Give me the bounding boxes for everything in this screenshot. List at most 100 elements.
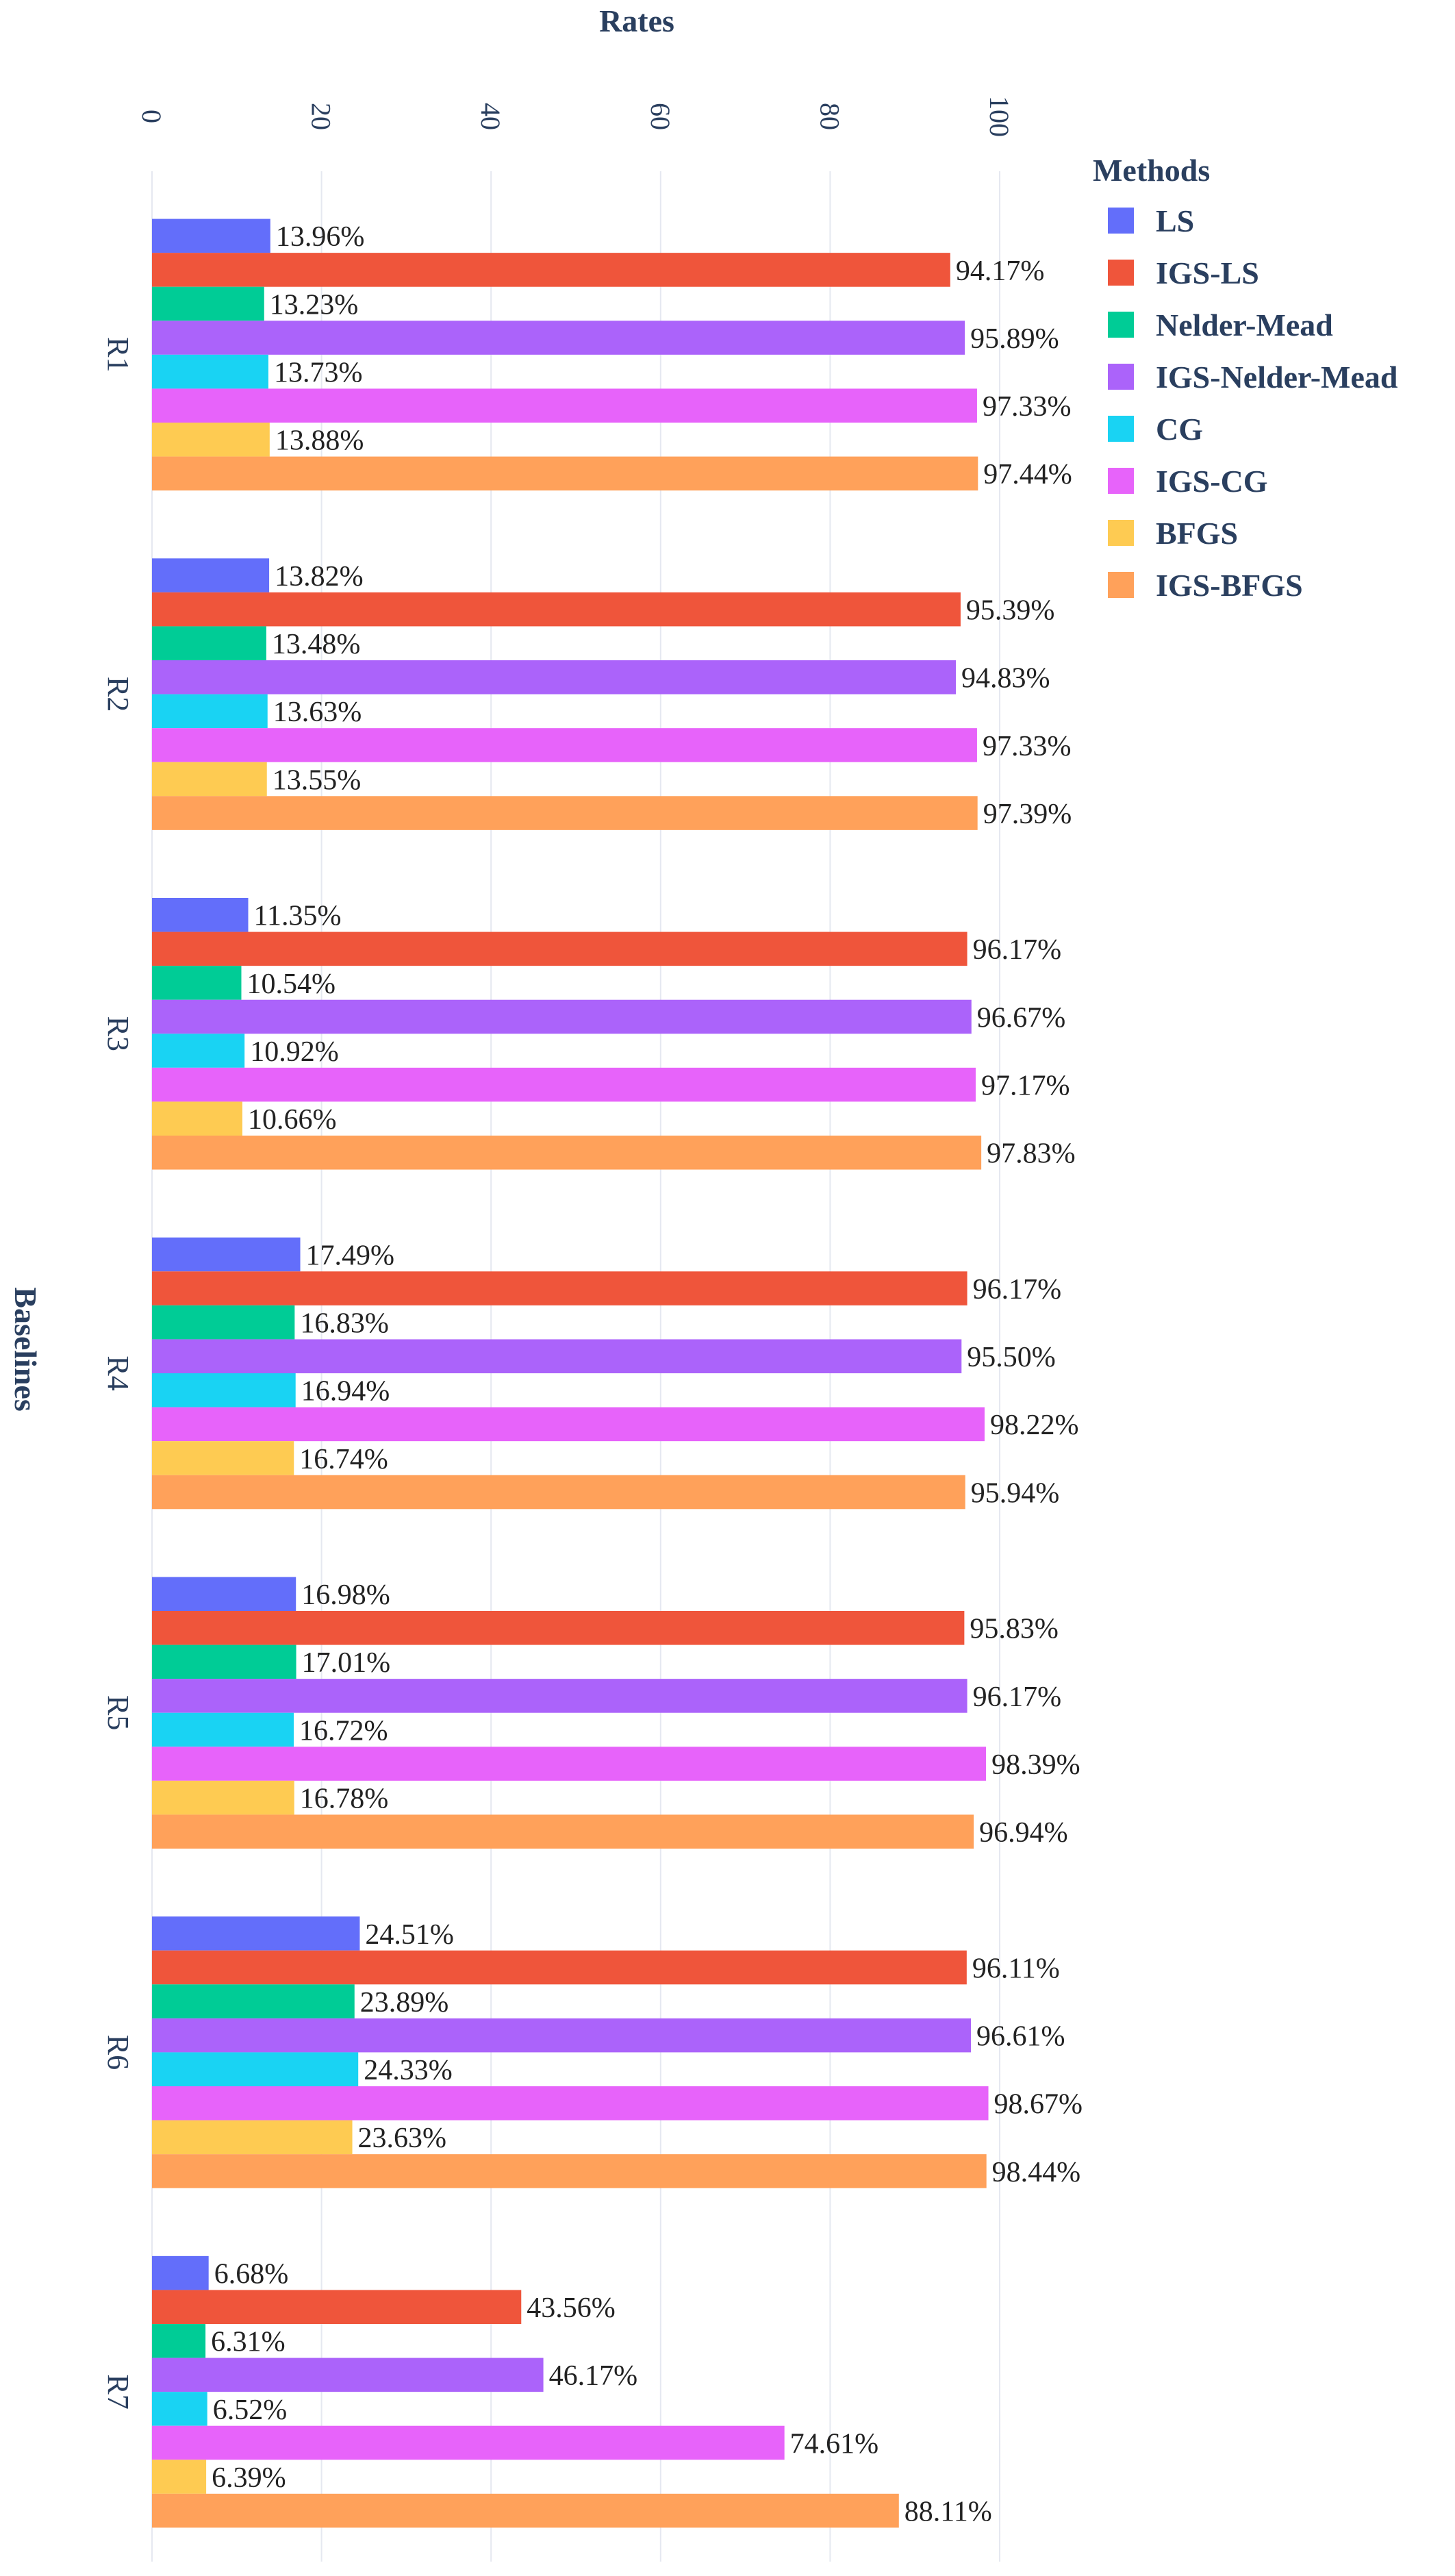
data-label: 16.72% bbox=[299, 1715, 388, 1747]
y-category-label: R4 bbox=[101, 1355, 135, 1390]
y-category-label: R5 bbox=[101, 1695, 135, 1730]
bar-R5-IGS-Nelder-Mead bbox=[152, 1679, 967, 1713]
data-label: 23.89% bbox=[360, 1987, 449, 2018]
bar-R5-IGS-LS bbox=[152, 1611, 965, 1645]
y-axis-title: Baselines bbox=[8, 1287, 43, 1411]
legend-item-label: CG bbox=[1156, 412, 1203, 447]
bar-R5-LS bbox=[152, 1577, 296, 1611]
y-category-label: R6 bbox=[101, 2035, 135, 2070]
legend-swatch-LS bbox=[1108, 208, 1134, 234]
bar-R5-IGS-CG bbox=[152, 1747, 987, 1781]
bar-R1-LS bbox=[152, 218, 270, 253]
bar-R1-Nelder-Mead bbox=[152, 286, 264, 321]
legend-item-label: IGS-CG bbox=[1156, 464, 1268, 499]
bar-R7-IGS-CG bbox=[152, 2425, 785, 2460]
bar-R4-Nelder-Mead bbox=[152, 1305, 295, 1340]
data-label: 96.17% bbox=[973, 1274, 1062, 1305]
data-label: 97.33% bbox=[983, 731, 1072, 762]
data-label: 43.56% bbox=[527, 2292, 616, 2324]
data-label: 23.63% bbox=[358, 2123, 447, 2154]
bar-R7-CG bbox=[152, 2392, 207, 2426]
bar-R2-IGS-BFGS bbox=[152, 796, 978, 830]
legend-swatch-BFGS bbox=[1108, 520, 1134, 546]
legend-swatch-IGS-LS bbox=[1108, 260, 1134, 286]
data-label: 94.17% bbox=[956, 255, 1045, 287]
bar-R3-BFGS bbox=[152, 1101, 242, 1136]
bar-R1-IGS-BFGS bbox=[152, 456, 978, 491]
bar-R4-LS bbox=[152, 1237, 301, 1272]
bar-R6-CG bbox=[152, 2052, 359, 2086]
data-label: 96.17% bbox=[973, 1681, 1062, 1713]
legend-swatch-IGS-Nelder-Mead bbox=[1108, 364, 1134, 390]
data-label: 95.89% bbox=[970, 323, 1059, 355]
bar-R1-CG bbox=[152, 354, 268, 389]
x-tick-label: 80 bbox=[814, 103, 845, 130]
bar-R3-CG bbox=[152, 1034, 245, 1068]
data-label: 17.01% bbox=[302, 1647, 391, 1679]
legend-swatch-Nelder-Mead bbox=[1108, 312, 1134, 338]
x-axis-ticks: 0 20 40 60 80 100 bbox=[136, 96, 1015, 137]
legend: Methods LS IGS-LS Nelder-Mead IGS-Nelder-Me… bbox=[1093, 153, 1398, 603]
data-label: 6.31% bbox=[211, 2327, 286, 2358]
data-label: 13.82% bbox=[275, 561, 364, 592]
legend-item-label: IGS-BFGS bbox=[1156, 568, 1303, 603]
data-label: 96.11% bbox=[972, 1953, 1060, 1984]
data-label: 17.49% bbox=[306, 1240, 395, 1271]
data-label: 13.96% bbox=[276, 221, 365, 253]
legend-item-label: LS bbox=[1156, 203, 1194, 238]
data-label: 95.83% bbox=[970, 1614, 1059, 1645]
data-label: 46.17% bbox=[549, 2360, 638, 2392]
bar-R2-BFGS bbox=[152, 762, 267, 797]
x-tick-label: 60 bbox=[645, 103, 676, 130]
data-label: 16.83% bbox=[300, 1308, 389, 1340]
bar-R1-BFGS bbox=[152, 423, 270, 457]
data-label: 97.33% bbox=[983, 391, 1072, 423]
data-label: 13.73% bbox=[274, 358, 363, 389]
data-label: 95.50% bbox=[967, 1342, 1056, 1373]
x-tick-label: 40 bbox=[475, 103, 506, 130]
bar-R7-LS bbox=[152, 2255, 209, 2290]
legend-item-label: Nelder-Mead bbox=[1156, 308, 1333, 342]
bar-R2-LS bbox=[152, 558, 270, 592]
data-label: 98.44% bbox=[992, 2157, 1081, 2188]
data-label: 97.17% bbox=[981, 1071, 1070, 1102]
bar-R1-IGS-LS bbox=[152, 253, 950, 287]
y-category-label: R3 bbox=[101, 1016, 135, 1051]
x-tick-label: 20 bbox=[306, 103, 337, 130]
bar-R5-BFGS bbox=[152, 1780, 294, 1815]
x-axis-title: Rates bbox=[599, 3, 674, 38]
data-label: 6.39% bbox=[212, 2462, 286, 2494]
bar-R3-IGS-LS bbox=[152, 931, 967, 966]
bar-R4-IGS-Nelder-Mead bbox=[152, 1339, 962, 1373]
bar-R5-CG bbox=[152, 1712, 294, 1747]
bar-R4-IGS-CG bbox=[152, 1407, 985, 1442]
bar-R6-Nelder-Mead bbox=[152, 1984, 355, 2018]
data-label: 13.55% bbox=[273, 764, 362, 796]
x-tick-label: 100 bbox=[984, 96, 1015, 137]
bar-R3-IGS-BFGS bbox=[152, 1136, 982, 1170]
data-label: 24.51% bbox=[365, 1919, 454, 1951]
bar-R2-CG bbox=[152, 694, 268, 729]
legend-swatch-CG bbox=[1108, 416, 1134, 442]
data-label: 98.39% bbox=[991, 1749, 1080, 1781]
data-label: 97.44% bbox=[983, 459, 1072, 490]
data-label: 16.78% bbox=[300, 1784, 389, 1815]
legend-item-label: BFGS bbox=[1156, 516, 1238, 551]
bar-R3-IGS-CG bbox=[152, 1067, 976, 1102]
bar-R6-IGS-BFGS bbox=[152, 2154, 987, 2188]
bar-R7-IGS-Nelder-Mead bbox=[152, 2358, 544, 2392]
bar-R4-IGS-LS bbox=[152, 1271, 967, 1305]
data-labels: 13.96% 94.17% 13.23% 95.89% 13.73% 97.33% 13.8… bbox=[211, 221, 1083, 2527]
data-label: 96.67% bbox=[977, 1002, 1066, 1034]
legend-title: Methods bbox=[1093, 153, 1210, 188]
data-label: 88.11% bbox=[904, 2497, 992, 2528]
bar-R6-IGS-CG bbox=[152, 2086, 989, 2121]
bar-R1-IGS-CG bbox=[152, 388, 977, 423]
bar-R6-LS bbox=[152, 1916, 360, 1951]
legend-item-label: IGS-Nelder-Mead bbox=[1156, 360, 1398, 395]
bar-R4-CG bbox=[152, 1373, 296, 1408]
legend-swatch-IGS-CG bbox=[1108, 468, 1134, 494]
bar-R7-Nelder-Mead bbox=[152, 2324, 206, 2358]
data-label: 10.92% bbox=[250, 1036, 339, 1068]
data-label: 96.94% bbox=[979, 1817, 1068, 1849]
